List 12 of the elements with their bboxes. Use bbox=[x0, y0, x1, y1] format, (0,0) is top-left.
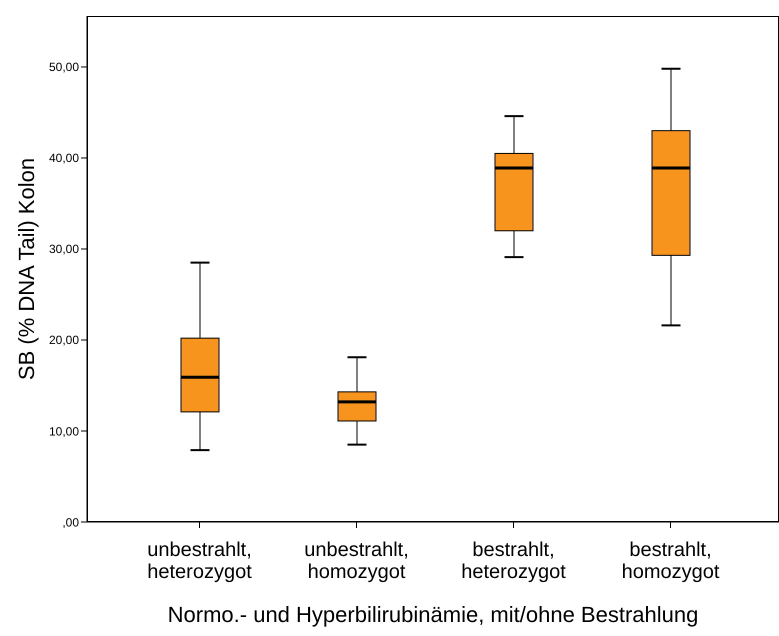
y-tick-label: 30,00 bbox=[48, 242, 80, 256]
x-tick-label: bestrahlt, homozygot bbox=[622, 539, 720, 583]
y-tick-label: 40,00 bbox=[48, 151, 80, 166]
y-axis-title: SB (% DNA Tail) Kolon bbox=[14, 158, 39, 380]
x-tick-label: unbestrahlt, homozygot bbox=[304, 539, 409, 583]
y-tick-label: 10,00 bbox=[48, 424, 80, 438]
x-tick-label: unbestrahlt, heterozygot bbox=[147, 539, 252, 583]
x-axis-title: Normo.- und Hyperbilirubinämie, mit/ohne Bestrahlung bbox=[168, 602, 698, 627]
x-tick-label: bestrahlt, heterozygot bbox=[461, 539, 566, 583]
y-tick-label: 50,00 bbox=[48, 60, 80, 74]
y-tick-label: ,00 bbox=[62, 515, 80, 530]
y-tick-label: 20,00 bbox=[48, 333, 80, 348]
